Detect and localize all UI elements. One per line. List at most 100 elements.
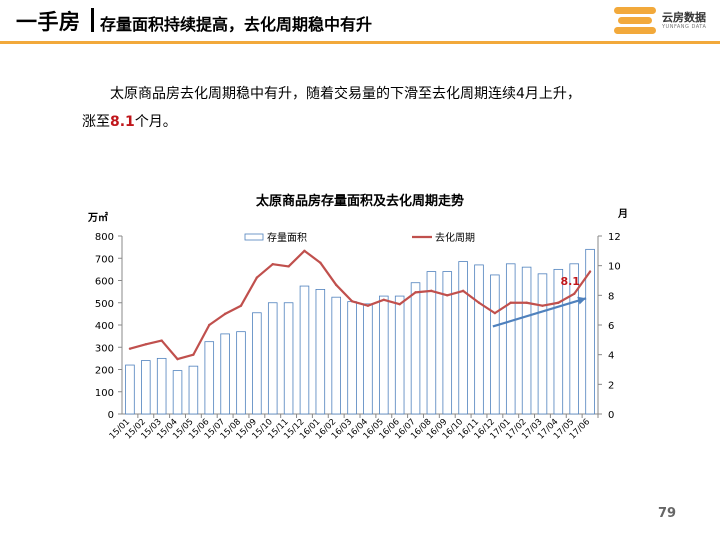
line-point: [541, 304, 544, 307]
left-tick-label: 600: [95, 277, 114, 288]
paragraph-suffix: 个月。: [134, 114, 177, 130]
line-point: [239, 304, 243, 307]
line-point: [319, 261, 322, 264]
left-tick-label: 400: [95, 321, 114, 332]
line-point: [176, 357, 179, 361]
left-tick-label: 500: [95, 299, 114, 310]
bar-stock-area: [458, 261, 468, 415]
line-point: [271, 262, 274, 266]
header-rule: [0, 41, 720, 44]
bar-stock-area: [188, 365, 199, 415]
bar-stock-area: [236, 331, 246, 415]
line-point: [493, 311, 497, 315]
annotation-latest-value: 8.1: [560, 275, 580, 288]
bar-stock-area: [505, 263, 516, 415]
slide-subtitle: 存量面积持续提高，去化周期稳中有升: [100, 15, 373, 34]
bar-stock-area: [426, 271, 437, 415]
line-point: [128, 347, 132, 350]
bar-stock-area: [204, 341, 215, 415]
line-point: [144, 343, 147, 346]
bar-stock-area: [442, 271, 453, 415]
line-point: [525, 301, 528, 304]
line-destock-cycle: [129, 249, 591, 361]
bar-stock-area: [252, 312, 262, 415]
trend-arrow-line: [492, 297, 587, 328]
bar-stock-area: [363, 303, 373, 415]
bar-stock-area: [410, 282, 421, 415]
line-point: [414, 291, 417, 294]
line-point: [398, 303, 401, 306]
left-tick-label: 700: [95, 254, 114, 265]
right-tick-label: 8: [608, 291, 614, 302]
line-point: [223, 312, 227, 316]
right-axis-unit: 月: [617, 208, 628, 220]
title-separator: [91, 8, 94, 32]
trend-arrow-head: [577, 296, 587, 305]
line-point: [509, 301, 512, 304]
bar-stock-area: [331, 296, 341, 415]
right-tick-label: 6: [608, 321, 614, 332]
line-point: [303, 249, 306, 253]
line-point: [446, 294, 449, 297]
brand-logo-icon: [614, 7, 656, 34]
legend-line-label: 去化周期: [435, 231, 475, 244]
line-point: [350, 300, 354, 303]
bar-stock-area: [172, 370, 183, 415]
left-axis-unit: 万㎡: [87, 211, 108, 224]
bar-stock-area: [283, 302, 294, 415]
bar-stock-area: [553, 268, 564, 415]
line-point: [461, 289, 465, 293]
line-point: [192, 353, 195, 356]
slide-header: 一手房 存量面积持续提高，去化周期稳中有升 云房数据 YUNFANG DATA: [0, 0, 720, 46]
right-tick-label: 0: [608, 410, 614, 421]
line-point: [573, 292, 576, 296]
line-point: [255, 276, 259, 279]
summary-paragraph: 太原商品房去化周期稳中有升，随着交易量的下滑至去化周期连续4月上升， 涨至8.1…: [82, 80, 682, 136]
bar-stock-area: [379, 295, 389, 415]
bar-stock-area: [394, 295, 405, 415]
brand-subname: YUNFANG DATA: [662, 24, 707, 30]
line-point: [588, 270, 592, 273]
bar-stock-area: [474, 264, 484, 415]
line-point: [557, 301, 560, 304]
paragraph-highlight-value: 8.1: [110, 114, 135, 130]
bar-stock-area: [490, 274, 500, 415]
line-point: [382, 298, 385, 301]
bar-stock-area: [537, 273, 548, 415]
bar-stock-area: [585, 248, 595, 415]
legend-bar-swatch: [244, 233, 264, 241]
bar-stock-area: [156, 357, 167, 415]
bar-stock-area: [569, 263, 579, 415]
right-tick-label: 12: [608, 232, 621, 243]
chart-title: 太原商品房存量面积及去化周期走势: [255, 193, 464, 209]
bar-stock-area: [125, 364, 135, 415]
line-point: [208, 323, 211, 327]
bar-stock-area: [299, 285, 310, 415]
brand-name: 云房数据: [662, 11, 706, 24]
paragraph-line1: 太原商品房去化周期稳中有升，随着交易量的下滑至去化周期连续4月上升，: [110, 86, 581, 102]
legend-bar-label: 存量面积: [267, 231, 307, 244]
section-title: 一手房: [16, 10, 81, 34]
paragraph-prefix: 涨至: [82, 114, 110, 130]
page-number: 79: [658, 506, 677, 521]
line-point: [287, 265, 290, 268]
right-tick-label: 10: [608, 262, 621, 273]
bar-stock-area: [220, 333, 230, 415]
line-point: [160, 339, 163, 342]
bar-stock-area: [347, 301, 357, 415]
left-tick-label: 800: [95, 232, 114, 243]
bar-stock-area: [141, 360, 151, 415]
right-tick-label: 4: [608, 351, 614, 362]
bar-stock-area: [521, 266, 532, 415]
bar-stock-area: [267, 302, 278, 415]
left-tick-label: 100: [95, 388, 114, 399]
line-point: [477, 301, 481, 304]
left-tick-label: 200: [95, 366, 114, 377]
left-tick-label: 0: [108, 410, 114, 421]
line-point: [430, 289, 433, 293]
line-point: [335, 283, 338, 287]
line-point: [366, 304, 370, 307]
left-tick-label: 300: [95, 343, 114, 354]
right-tick-label: 2: [608, 380, 614, 391]
